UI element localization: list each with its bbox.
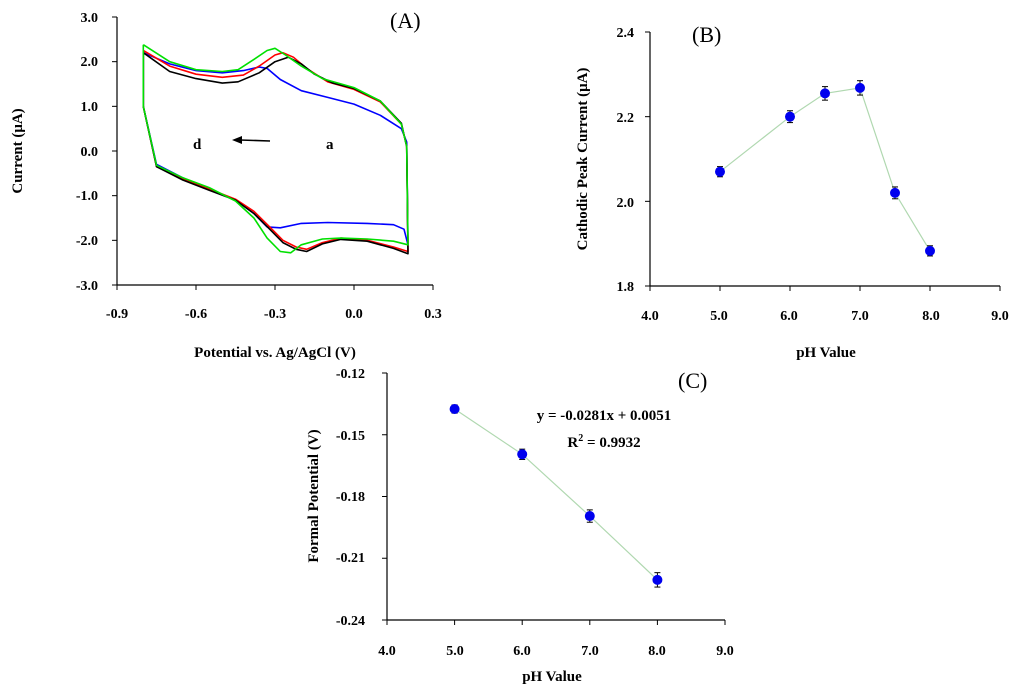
panel-a-plot-area bbox=[112, 16, 434, 290]
connecting-line bbox=[454, 408, 658, 581]
data-point bbox=[925, 245, 935, 256]
data-point bbox=[855, 82, 865, 93]
y-tick-label: 3.0 bbox=[81, 11, 99, 26]
x-tick-label: -0.3 bbox=[264, 307, 286, 322]
y-tick-label: 2.4 bbox=[617, 26, 635, 41]
y-tick-label: -0.21 bbox=[336, 551, 365, 566]
panel-c-y-axis-title: Formal Potential (V) bbox=[306, 429, 322, 562]
x-tick-label: 6.0 bbox=[513, 644, 531, 659]
y-tick-label: -0.12 bbox=[336, 367, 365, 382]
x-tick-label: 4.0 bbox=[378, 644, 396, 659]
data-point bbox=[715, 166, 725, 177]
y-tick-label: -2.0 bbox=[76, 234, 98, 249]
data-point bbox=[652, 574, 663, 585]
x-tick-label: 9.0 bbox=[991, 309, 1009, 324]
panel-c-y-tick-labels: -0.12 -0.15 -0.18 -0.21 -0.24 bbox=[336, 367, 365, 629]
panel-a-y-tick-labels: 3.0 2.0 1.0 0.0 -1.0 -2.0 -3.0 bbox=[76, 11, 98, 294]
cv-curve-b bbox=[142, 49, 409, 253]
x-tick-label: -0.9 bbox=[106, 307, 128, 322]
r-squared-label: R2 = 0.9932 bbox=[567, 433, 640, 451]
x-tick-label: 7.0 bbox=[851, 309, 869, 324]
panel-b-plot-area bbox=[645, 31, 1001, 291]
panel-a-label: (A) bbox=[390, 8, 421, 33]
panel-b-y-tick-labels: 2.4 2.2 2.0 1.8 bbox=[617, 26, 635, 295]
x-tick-label: 0.3 bbox=[424, 307, 442, 322]
x-tick-label: 4.0 bbox=[641, 309, 659, 324]
x-tick-label: 6.0 bbox=[780, 309, 798, 324]
data-point bbox=[820, 88, 830, 99]
x-tick-label: 0.0 bbox=[345, 307, 363, 322]
y-tick-label: 2.0 bbox=[81, 55, 99, 70]
panel-c-x-axis-title: pH Value bbox=[522, 669, 582, 685]
data-point bbox=[449, 404, 460, 415]
direction-arrow-icon bbox=[232, 136, 271, 144]
panel-a-y-axis-title: Current (μA) bbox=[10, 108, 26, 193]
data-point bbox=[890, 187, 900, 198]
y-tick-label: 1.0 bbox=[81, 100, 99, 115]
x-tick-label: 7.0 bbox=[581, 644, 599, 659]
panel-b-peak-current-vs-ph: (B) 2.4 2.2 2.0 1.8 4.0 5.0 6.0 7.0 8.0 … bbox=[575, 22, 1009, 361]
cv-curve-d bbox=[142, 44, 409, 254]
panel-c-x-tick-labels: 4.0 5.0 6.0 7.0 8.0 9.0 bbox=[378, 644, 734, 659]
data-point bbox=[785, 111, 795, 122]
y-tick-label: -1.0 bbox=[76, 189, 98, 204]
y-tick-label: -0.24 bbox=[336, 614, 365, 629]
y-tick-label: 0.0 bbox=[81, 145, 99, 160]
y-tick-label: -0.18 bbox=[336, 490, 365, 505]
x-tick-label: 8.0 bbox=[648, 644, 666, 659]
panel-a-x-tick-labels: -0.9 -0.6 -0.3 0.0 0.3 bbox=[106, 307, 442, 322]
y-tick-label: -0.15 bbox=[336, 429, 365, 444]
panel-b-x-tick-labels: 4.0 5.0 6.0 7.0 8.0 9.0 bbox=[641, 309, 1009, 324]
y-tick-label: 2.2 bbox=[617, 111, 635, 126]
data-point bbox=[584, 511, 595, 522]
curve-end-label: d bbox=[193, 137, 202, 153]
data-point bbox=[517, 449, 528, 460]
panel-c-label: (C) bbox=[678, 368, 707, 393]
cv-curve-a bbox=[142, 51, 409, 246]
panel-b-y-axis-title: Cathodic Peak Current (μA) bbox=[575, 68, 591, 251]
y-tick-label: -3.0 bbox=[76, 279, 98, 294]
x-tick-label: 9.0 bbox=[716, 644, 734, 659]
cv-curve-c bbox=[142, 52, 409, 255]
panel-c-formal-potential-vs-ph: (C) -0.12 -0.15 -0.18 -0.21 -0.24 4.0 5.… bbox=[306, 367, 734, 685]
panel-a-x-axis-title: Potential vs. Ag/AgCl (V) bbox=[194, 345, 356, 361]
y-tick-label: 1.8 bbox=[617, 280, 635, 295]
panel-a-cyclic-voltammogram: (A) 3.0 2.0 1.0 0.0 -1.0 -2.0 -3.0 -0.9 … bbox=[10, 8, 442, 361]
x-tick-label: -0.6 bbox=[185, 307, 207, 322]
x-tick-label: 8.0 bbox=[922, 309, 940, 324]
panel-c-plot-area bbox=[382, 372, 726, 625]
panel-b-label: (B) bbox=[692, 22, 721, 47]
x-tick-label: 5.0 bbox=[710, 309, 728, 324]
curve-start-label: a bbox=[326, 137, 334, 153]
regression-equation: y = -0.0281x + 0.0051 bbox=[537, 408, 672, 424]
connecting-line bbox=[719, 87, 931, 252]
panel-b-x-axis-title: pH Value bbox=[796, 345, 856, 361]
y-tick-label: 2.0 bbox=[617, 196, 635, 211]
x-tick-label: 5.0 bbox=[446, 644, 464, 659]
